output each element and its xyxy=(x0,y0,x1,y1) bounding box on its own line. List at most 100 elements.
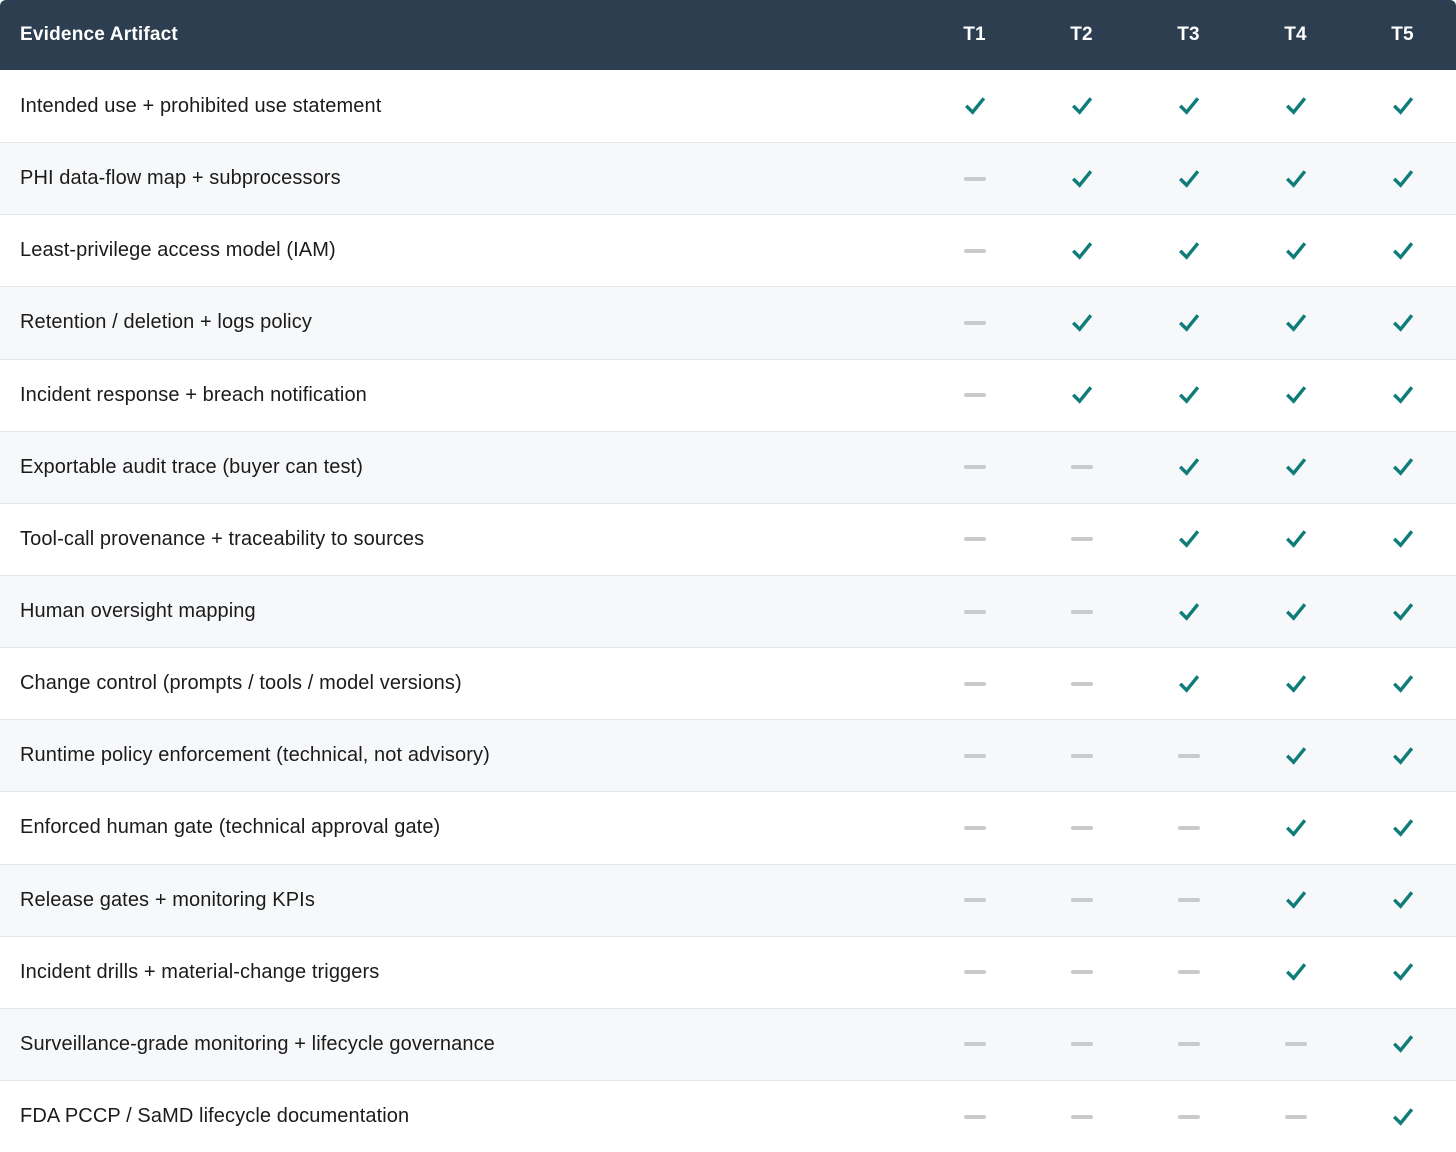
check-icon xyxy=(1285,458,1306,477)
tier-cell-included xyxy=(1349,287,1456,358)
dash-icon xyxy=(1177,970,1200,975)
header-tier-cells: T1 T2 T3 T4 T5 xyxy=(921,0,1456,70)
tier-cell-not-included xyxy=(1135,865,1242,936)
tier-cell-included xyxy=(1135,504,1242,575)
header-tier-t3: T3 xyxy=(1177,24,1200,45)
check-icon xyxy=(1392,458,1413,477)
row-tier-cells xyxy=(921,143,1456,214)
tier-cell-not-included xyxy=(1028,504,1135,575)
table-row: Exportable audit trace (buyer can test) xyxy=(0,430,1456,503)
dash-icon xyxy=(963,609,986,614)
tier-cell-included xyxy=(1349,648,1456,719)
dash-icon xyxy=(1070,753,1093,758)
table-row: Release gates + monitoring KPIs xyxy=(0,863,1456,936)
row-tier-cells xyxy=(921,720,1456,791)
tier-cell-not-included xyxy=(921,432,1028,503)
tier-cell-included xyxy=(1242,648,1349,719)
dash-icon xyxy=(1177,1042,1200,1047)
dash-icon xyxy=(1070,898,1093,903)
check-icon xyxy=(1285,963,1306,981)
check-icon xyxy=(1178,314,1199,332)
tier-cell-included xyxy=(1242,937,1349,1008)
tier-cell-included xyxy=(1242,287,1349,358)
tier-cell-included xyxy=(1242,504,1349,575)
dash-icon xyxy=(1177,898,1200,903)
check-icon xyxy=(1071,386,1092,404)
tier-cell-included xyxy=(1242,360,1349,431)
header-tier-t1: T1 xyxy=(963,24,986,45)
tier-cell-included xyxy=(1242,70,1349,142)
check-icon xyxy=(1071,242,1092,260)
dash-icon xyxy=(963,320,986,325)
row-tier-cells xyxy=(921,215,1456,286)
dash-icon xyxy=(963,898,986,903)
table-row: Retention / deletion + logs policy xyxy=(0,286,1456,359)
dash-icon xyxy=(1070,825,1093,830)
check-icon xyxy=(1178,97,1199,115)
tier-cell-included xyxy=(1349,360,1456,431)
dash-icon xyxy=(963,753,986,758)
tier-cell-not-included xyxy=(921,287,1028,358)
tier-cell-not-included xyxy=(921,648,1028,719)
tier-cell-not-included xyxy=(1028,432,1135,503)
row-tier-cells xyxy=(921,865,1456,936)
tier-cell-not-included xyxy=(1028,865,1135,936)
tier-cell-included xyxy=(1135,360,1242,431)
tier-cell-not-included xyxy=(921,937,1028,1008)
row-label: Least-privilege access model (IAM) xyxy=(20,239,336,262)
check-icon xyxy=(1178,169,1199,188)
check-icon xyxy=(1285,169,1306,188)
tier-cell-included xyxy=(1135,143,1242,214)
tier-cell-included xyxy=(1349,215,1456,286)
dash-icon xyxy=(963,176,986,181)
tier-cell-not-included xyxy=(921,360,1028,431)
check-icon xyxy=(1178,530,1199,549)
tier-cell-included xyxy=(1349,1009,1456,1080)
dash-icon xyxy=(1177,753,1200,758)
tier-cell-included xyxy=(1028,215,1135,286)
row-label: Runtime policy enforcement (technical, n… xyxy=(20,744,490,767)
row-tier-cells xyxy=(921,432,1456,503)
check-icon xyxy=(1285,674,1306,693)
header-artifact-label: Evidence Artifact xyxy=(20,24,178,45)
dash-icon xyxy=(1070,609,1093,614)
tier-cell-included xyxy=(1349,865,1456,936)
row-label: Release gates + monitoring KPIs xyxy=(20,888,315,911)
check-icon xyxy=(964,97,985,115)
tier-cell-not-included xyxy=(1028,720,1135,791)
table-row: Change control (prompts / tools / model … xyxy=(0,647,1456,720)
check-icon xyxy=(1392,891,1413,909)
row-tier-cells xyxy=(921,648,1456,719)
check-icon xyxy=(1285,747,1306,765)
tier-cell-not-included xyxy=(1135,792,1242,863)
row-label: Intended use + prohibited use statement xyxy=(20,94,382,117)
table-body: Intended use + prohibited use statement … xyxy=(0,70,1456,1152)
check-icon xyxy=(1392,97,1413,115)
dash-icon xyxy=(1070,681,1093,686)
check-icon xyxy=(1285,530,1306,549)
check-icon xyxy=(1285,314,1306,332)
check-icon xyxy=(1285,602,1306,621)
tier-cell-included xyxy=(1028,143,1135,214)
check-icon xyxy=(1285,97,1306,115)
tier-cell-not-included xyxy=(1242,1009,1349,1080)
table-row: Incident drills + material-change trigge… xyxy=(0,935,1456,1008)
tier-cell-included xyxy=(1349,143,1456,214)
row-tier-cells xyxy=(921,70,1456,142)
row-tier-cells xyxy=(921,504,1456,575)
tier-cell-not-included xyxy=(1135,1081,1242,1152)
table-row: FDA PCCP / SaMD lifecycle documentation xyxy=(0,1079,1456,1152)
dash-icon xyxy=(1177,1114,1200,1119)
check-icon xyxy=(1178,386,1199,404)
tier-cell-not-included xyxy=(921,504,1028,575)
check-icon xyxy=(1178,242,1199,260)
row-label: Incident response + breach notification xyxy=(20,383,367,406)
header-tier-t2: T2 xyxy=(1070,24,1093,45)
tier-cell-not-included xyxy=(1028,937,1135,1008)
dash-icon xyxy=(1284,1114,1307,1119)
check-icon xyxy=(1285,386,1306,404)
table-row: Incident response + breach notification xyxy=(0,358,1456,431)
row-label: PHI data-flow map + subprocessors xyxy=(20,167,341,190)
table-row: PHI data-flow map + subprocessors xyxy=(0,142,1456,215)
